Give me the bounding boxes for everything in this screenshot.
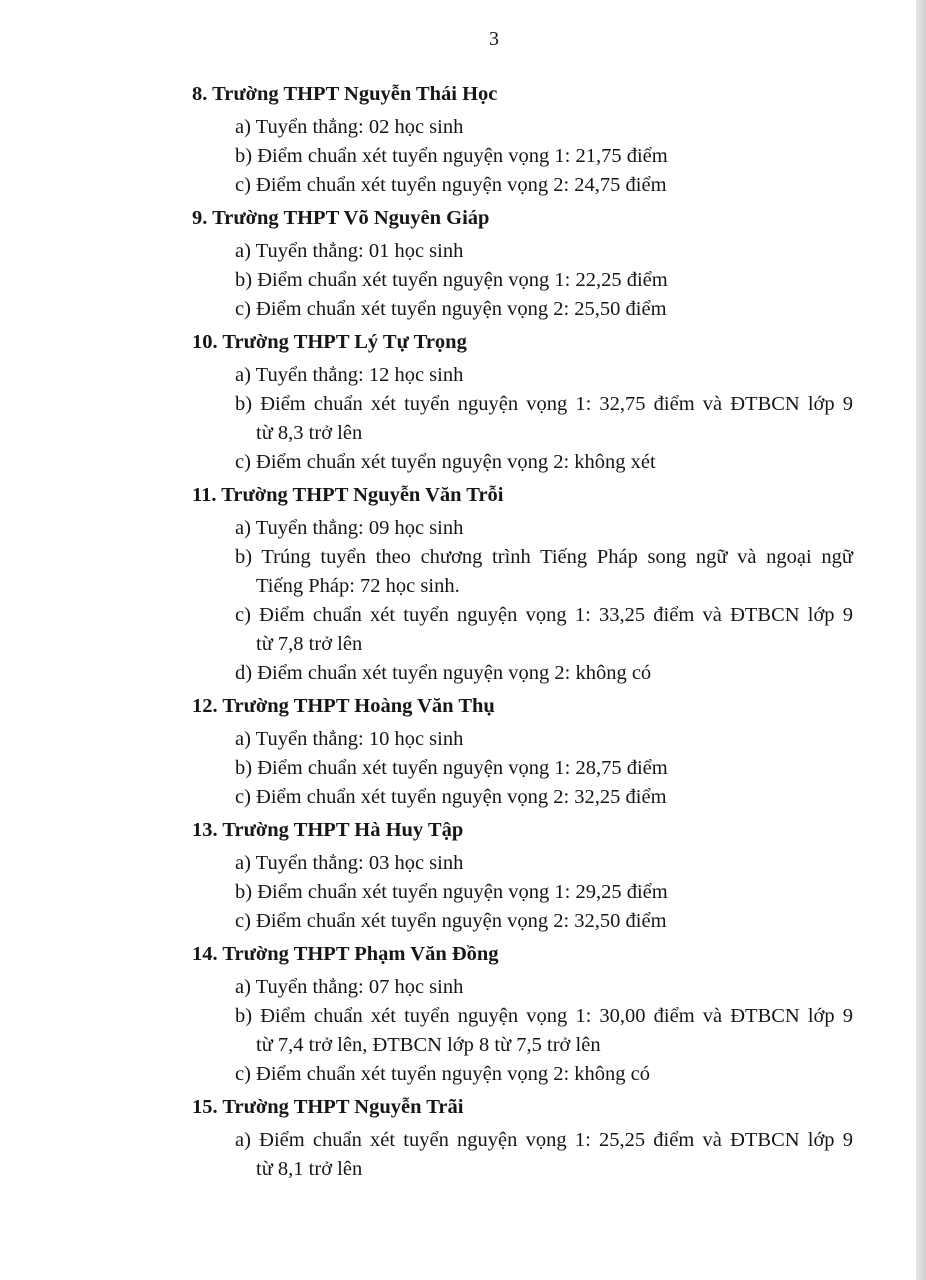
school-heading: 8. Trường THPT Nguyễn Thái Học [192, 83, 498, 105]
item-text: d) Điểm chuẩn xét tuyển nguyện vọng 2: k… [235, 662, 652, 684]
item-text: b) Điểm chuẩn xét tuyển nguyện vọng 1: 2… [235, 881, 668, 903]
item-text: a) Tuyển thẳng: 12 học sinh [235, 364, 464, 386]
list-item: c) Điểm chuẩn xét tuyển nguyện vọng 2: 3… [192, 783, 857, 812]
list-item: b) Điểm chuẩn xét tuyển nguyện vọng 1: 3… [192, 390, 857, 448]
item-text: c) Điểm chuẩn xét tuyển nguyện vọng 2: k… [235, 451, 656, 473]
list-item: a) Tuyển thẳng: 09 học sinh [192, 514, 857, 543]
school-heading: 11. Trường THPT Nguyễn Văn Trỗi [192, 484, 504, 506]
list-item: c) Điểm chuẩn xét tuyển nguyện vọng 2: 2… [192, 295, 857, 324]
item-text: a) Tuyển thẳng: 03 học sinh [235, 852, 464, 874]
item-text: c) Điểm chuẩn xét tuyển nguyện vọng 2: k… [235, 1063, 651, 1085]
item-text: b) Điểm chuẩn xét tuyển nguyện vọng 1: 3… [235, 1005, 853, 1027]
item-text: b) Trúng tuyển theo chương trình Tiếng P… [235, 546, 853, 568]
item-text: a) Tuyển thẳng: 02 học sinh [235, 116, 464, 138]
item-text-continuation: Tiếng Pháp: 72 học sinh. [256, 575, 460, 597]
list-item: c) Điểm chuẩn xét tuyển nguyện vọng 1: 3… [192, 601, 857, 659]
list-item: b) Điểm chuẩn xét tuyển nguyện vọng 1: 2… [192, 878, 857, 907]
school-heading: 15. Trường THPT Nguyễn Trãi [192, 1096, 464, 1118]
list-item: b) Điểm chuẩn xét tuyển nguyện vọng 1: 2… [192, 142, 857, 171]
list-item: b) Điểm chuẩn xét tuyển nguyện vọng 1: 3… [192, 1002, 857, 1060]
list-item: b) Trúng tuyển theo chương trình Tiếng P… [192, 543, 857, 601]
item-text: a) Tuyển thẳng: 07 học sinh [235, 976, 464, 998]
document-body: 8. Trường THPT Nguyễn Thái Học a) Tuyển t… [192, 80, 857, 1184]
item-text: a) Tuyển thẳng: 10 học sinh [235, 728, 464, 750]
list-item: a) Tuyển thẳng: 02 học sinh [192, 113, 857, 142]
item-text: a) Điểm chuẩn xét tuyển nguyện vọng 1: 2… [235, 1129, 853, 1151]
item-text-continuation: từ 7,4 trở lên, ĐTBCN lớp 8 từ 7,5 trở l… [256, 1034, 601, 1056]
item-text: b) Điểm chuẩn xét tuyển nguyện vọng 1: 3… [235, 393, 853, 415]
list-item: b) Điểm chuẩn xét tuyển nguyện vọng 1: 2… [192, 754, 857, 783]
list-item: a) Tuyển thẳng: 10 học sinh [192, 725, 857, 754]
item-text: b) Điểm chuẩn xét tuyển nguyện vọng 1: 2… [235, 269, 668, 291]
item-text-continuation: từ 7,8 trở lên [256, 633, 363, 655]
item-text: a) Tuyển thẳng: 01 học sinh [235, 240, 464, 262]
item-text: b) Điểm chuẩn xét tuyển nguyện vọng 1: 2… [235, 757, 668, 779]
list-item: a) Tuyển thẳng: 01 học sinh [192, 237, 857, 266]
school-heading: 9. Trường THPT Võ Nguyên Giáp [192, 207, 490, 229]
list-item: c) Điểm chuẩn xét tuyển nguyện vọng 2: 2… [192, 171, 857, 200]
list-item: a) Điểm chuẩn xét tuyển nguyện vọng 1: 2… [192, 1126, 857, 1184]
list-item: c) Điểm chuẩn xét tuyển nguyện vọng 2: k… [192, 448, 857, 477]
item-text-continuation: từ 8,3 trở lên [256, 422, 363, 444]
item-text: c) Điểm chuẩn xét tuyển nguyện vọng 2: 3… [235, 786, 667, 808]
list-item: a) Tuyển thẳng: 07 học sinh [192, 973, 857, 1002]
school-heading: 13. Trường THPT Hà Huy Tập [192, 819, 464, 841]
list-item: c) Điểm chuẩn xét tuyển nguyện vọng 2: k… [192, 1060, 857, 1089]
page-number: 3 [489, 28, 499, 50]
school-heading: 12. Trường THPT Hoàng Văn Thụ [192, 695, 495, 717]
list-item: a) Tuyển thẳng: 12 học sinh [192, 361, 857, 390]
item-text: c) Điểm chuẩn xét tuyển nguyện vọng 2: 3… [235, 910, 667, 932]
item-text: c) Điểm chuẩn xét tuyển nguyện vọng 1: 3… [235, 604, 853, 626]
list-item: d) Điểm chuẩn xét tuyển nguyện vọng 2: k… [192, 659, 857, 688]
list-item: c) Điểm chuẩn xét tuyển nguyện vọng 2: 3… [192, 907, 857, 936]
item-text: a) Tuyển thẳng: 09 học sinh [235, 517, 464, 539]
list-item: b) Điểm chuẩn xét tuyển nguyện vọng 1: 2… [192, 266, 857, 295]
list-item: a) Tuyển thẳng: 03 học sinh [192, 849, 857, 878]
school-heading: 14. Trường THPT Phạm Văn Đồng [192, 943, 499, 965]
school-heading: 10. Trường THPT Lý Tự Trọng [192, 331, 467, 353]
item-text: c) Điểm chuẩn xét tuyển nguyện vọng 2: 2… [235, 174, 667, 196]
page-edge-shadow [916, 0, 926, 1280]
item-text: b) Điểm chuẩn xét tuyển nguyện vọng 1: 2… [235, 145, 668, 167]
item-text-continuation: từ 8,1 trở lên [256, 1158, 363, 1180]
item-text: c) Điểm chuẩn xét tuyển nguyện vọng 2: 2… [235, 298, 667, 320]
